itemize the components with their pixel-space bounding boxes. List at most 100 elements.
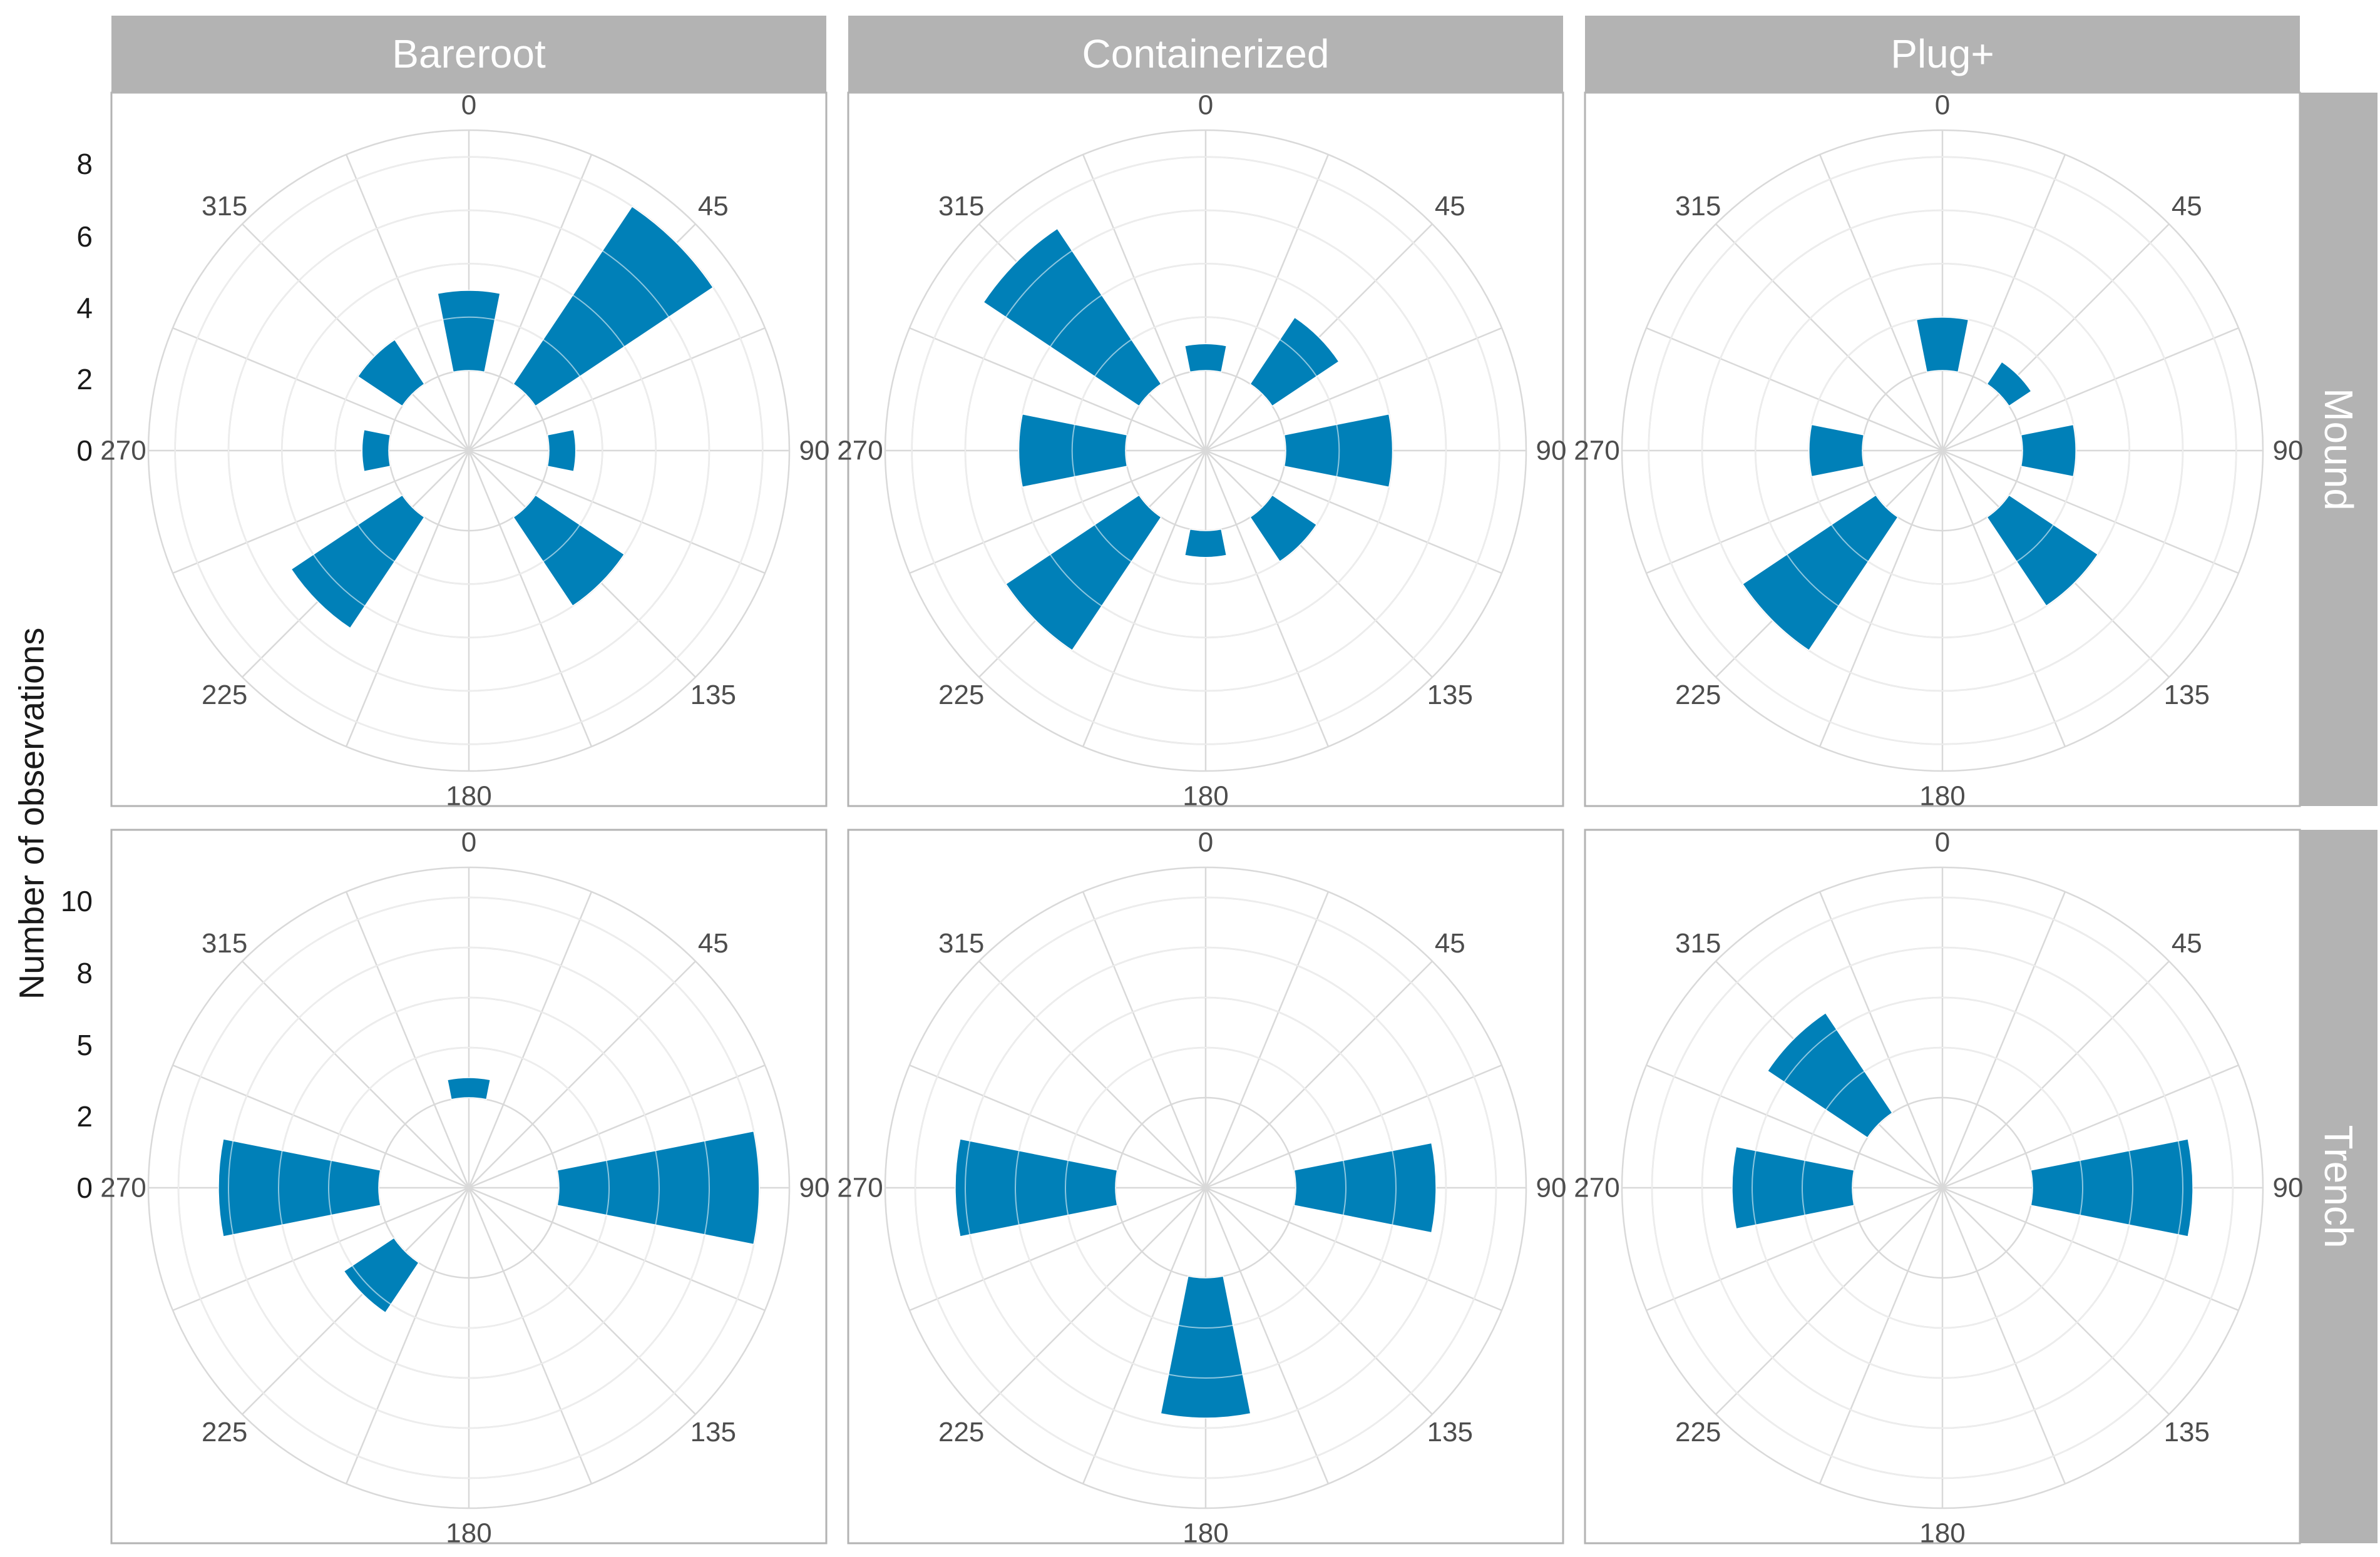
panel-containerized-trench-grid-spoke — [1204, 1187, 1330, 1484]
panel-containerized-trench-grid-spoke — [909, 1064, 1206, 1189]
y-tick-trench-0: 0 — [76, 1172, 93, 1204]
panel-plug-mound-grid-spoke — [1646, 449, 1943, 574]
panel-plug-trench-bar-90 — [2030, 1138, 2193, 1237]
panel-containerized-trench-angle-label-315: 315 — [938, 928, 984, 959]
y-tick-trench-5: 5 — [76, 1029, 93, 1061]
panel-bareroot-trench-grid-spoke — [242, 1187, 469, 1415]
panel-containerized-mound-angle-label-270: 270 — [837, 436, 883, 466]
panel-bareroot-mound-grid-overlay — [281, 263, 657, 638]
panel-plug-trench-grid-spoke — [1818, 1187, 1944, 1484]
panel-plug-mound-grid-spoke — [1818, 450, 1944, 747]
panel-plug-mound-grid-spoke — [1941, 154, 2066, 451]
panel-containerized-mound-grid-spoke — [1205, 327, 1502, 452]
panel-containerized-trench-bar-180 — [1160, 1275, 1251, 1419]
panel-plug-trench-grid-overlay — [1701, 947, 2183, 1429]
panel-containerized-trench-grid-spoke — [978, 1187, 1206, 1415]
panel-plug-mound-grid-spoke — [1715, 223, 1943, 451]
panel-bareroot-mound-grid-spoke — [242, 223, 469, 451]
panel-containerized-mound-angle-label-135: 135 — [1427, 680, 1473, 710]
panel-bareroot-mound-grid-spoke — [468, 327, 766, 452]
panel-bareroot-mound-grid-spoke — [345, 450, 470, 747]
panel-containerized-trench-angle-label-180: 180 — [1182, 1518, 1228, 1549]
panel-bareroot-mound: 0 45 90 135 180 225 270 315 — [100, 90, 829, 812]
panel-containerized-trench-grid-spoke — [1082, 891, 1207, 1188]
panel-bareroot-trench-bar-225 — [343, 1237, 420, 1314]
panel-containerized-mound-grid-spoke — [1082, 450, 1207, 747]
panel-bareroot-mound-grid-spoke — [172, 449, 469, 574]
panel-containerized-mound-bar-180 — [1184, 528, 1228, 558]
panel-containerized-trench-angle-label-90: 90 — [1536, 1173, 1567, 1203]
panel-bareroot-trench-grid-spoke — [468, 891, 593, 1188]
panel-containerized-trench: 0 45 90 135 180 225 270 315 — [837, 827, 1566, 1549]
panel-plug-mound-angle-label-180: 180 — [1919, 781, 1965, 812]
strip-col-bareroot-label: Bareroot — [392, 31, 546, 76]
panel-containerized-trench-grid-spoke — [1082, 1187, 1207, 1484]
panel-plug-trench-angle-label-45: 45 — [2172, 928, 2202, 959]
strip-col-bareroot — [111, 16, 826, 92]
panel-bareroot-mound-angle-label-270: 270 — [100, 436, 146, 466]
panel-containerized-trench-angle-label-45: 45 — [1435, 928, 1465, 959]
panel-bareroot-trench-angle-label-90: 90 — [799, 1173, 830, 1203]
panel-bareroot-mound-grid-overlay — [174, 156, 764, 745]
panel-containerized-trench-grid-spoke — [1204, 891, 1330, 1188]
panel-plug-mound-angle-label-90: 90 — [2273, 436, 2304, 466]
panel-plug-trench-angle-label-0: 0 — [1935, 827, 1950, 858]
panel-containerized-trench-grid-spoke — [1205, 1064, 1502, 1189]
panel-plug-trench-angle-label-225: 225 — [1675, 1417, 1721, 1447]
panel-plug-trench-grid-spoke — [1942, 1187, 2239, 1312]
panel-containerized-trench-grid-spoke — [1205, 1187, 1502, 1312]
panel-bareroot-trench-grid-spoke — [345, 891, 470, 1188]
panel-bareroot-mound-angle-label-225: 225 — [202, 680, 247, 710]
panel-bareroot-mound-angle-label-180: 180 — [446, 781, 491, 812]
panel-plug-trench-grid-overlay — [1802, 1047, 2083, 1329]
panel-plug-trench-grid-spoke — [1818, 891, 1944, 1188]
panel-containerized-mound-angle-label-225: 225 — [938, 680, 984, 710]
panel-plug-trench-grid-overlay — [1752, 997, 2133, 1379]
panel-plug-mound-grid-overlay — [1701, 210, 2183, 692]
panels-layer: 0 45 90 135 180 225 270 315 0 45 90 135 180 225 270 315… — [100, 90, 2303, 1549]
panel-containerized-mound-angle-label-90: 90 — [1536, 436, 1567, 466]
panel-containerized-mound-grid-overlay — [1018, 263, 1393, 638]
panel-containerized-mound-bar-45 — [1249, 317, 1340, 407]
panel-bareroot-mound-angle-label-315: 315 — [202, 191, 247, 222]
panel-plug-trench-angle-label-315: 315 — [1675, 928, 1721, 959]
panel-containerized-mound-grid-spoke — [1204, 154, 1330, 451]
panel-bareroot-trench-grid-spoke — [468, 1187, 696, 1415]
panel-containerized-mound-grid-spoke — [1205, 449, 1502, 574]
panel-containerized-trench-grid-spoke — [1205, 961, 1433, 1188]
panel-containerized-mound-grid-spoke — [1205, 450, 1433, 678]
panel-plug-mound-angle-label-45: 45 — [2172, 191, 2202, 222]
panel-containerized-mound-grid-overlay — [965, 210, 1447, 692]
panel-plug-trench-grid-spoke — [1715, 1187, 1943, 1415]
y-tick-mound-6: 6 — [76, 220, 93, 253]
panel-bareroot-trench: 0 45 90 135 180 225 270 315 — [100, 827, 829, 1549]
panel-plug-mound-angle-label-135: 135 — [2164, 680, 2210, 710]
panel-plug-trench-bar-315 — [1767, 1012, 1894, 1139]
panel-bareroot-mound-grid-spoke — [468, 154, 593, 451]
panel-plug-trench-angle-label-135: 135 — [2164, 1417, 2210, 1447]
panel-plug-mound-grid-overlay — [1808, 316, 2077, 585]
panel-plug-mound-angle-label-0: 0 — [1935, 90, 1950, 121]
panel-bareroot-trench-grid-spoke — [345, 1187, 470, 1484]
panel-plug-mound-grid-overlay — [1648, 156, 2237, 745]
strip-row-trench-label: Trench — [2316, 1125, 2361, 1248]
panel-bareroot-trench-grid-overlay — [178, 897, 760, 1479]
panel-bareroot-trench-angle-label-270: 270 — [100, 1173, 146, 1203]
panel-plug-trench-grid-spoke — [1942, 961, 2170, 1188]
panel-containerized-mound-angle-label-180: 180 — [1182, 781, 1228, 812]
panel-bareroot-trench-grid-spoke — [468, 961, 696, 1188]
panel-plug-mound: 0 45 90 135 180 225 270 315 — [1574, 90, 2303, 812]
panel-bareroot-trench-grid-overlay — [328, 1047, 610, 1329]
panel-containerized-trench-grid-spoke — [978, 961, 1206, 1188]
panel-plug-trench-angle-label-270: 270 — [1574, 1173, 1619, 1203]
panel-plug-trench-grid-spoke — [1646, 1187, 1943, 1312]
panel-plug-mound-grid-overlay — [1755, 263, 2130, 638]
y-tick-mound-8: 8 — [76, 148, 93, 180]
panel-plug-mound-bar-45 — [1986, 361, 2032, 407]
panel-plug-trench-angle-label-90: 90 — [2273, 1173, 2304, 1203]
panel-plug-mound-grid-spoke — [1942, 223, 2170, 451]
panel-containerized-mound-angle-label-315: 315 — [938, 191, 984, 222]
panel-containerized-mound-grid-spoke — [1082, 154, 1207, 451]
panel-containerized-trench-grid-spoke — [909, 1187, 1206, 1312]
